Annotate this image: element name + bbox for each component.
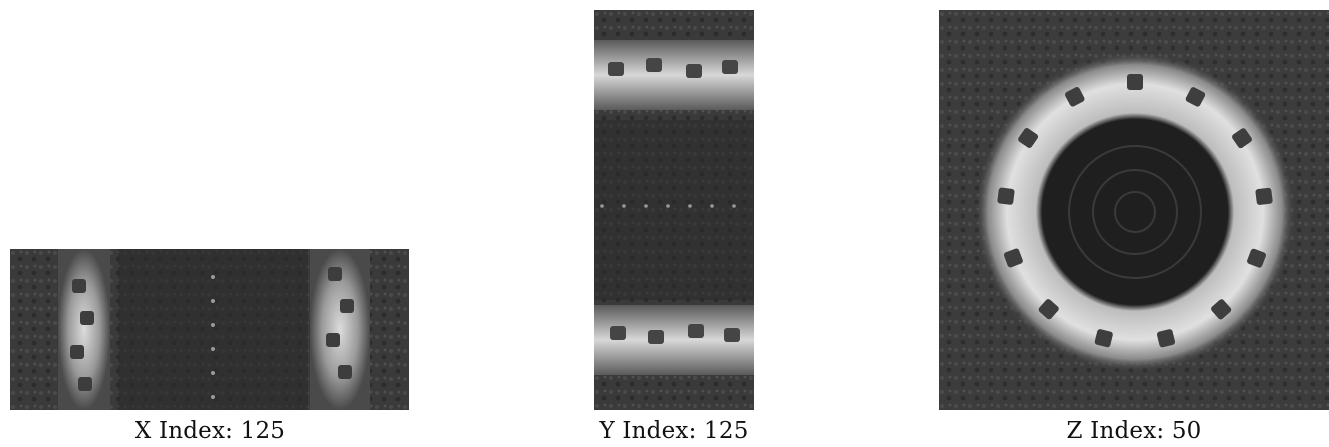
z-slice-image	[939, 10, 1329, 410]
y-index-caption: Y Index: 125	[599, 418, 749, 444]
y-slice-image	[594, 10, 754, 410]
x-slice-image	[10, 249, 409, 410]
x-index-caption: X Index: 125	[134, 418, 286, 444]
z-index-caption: Z Index: 50	[1066, 418, 1202, 444]
ring-subunits	[997, 74, 1273, 348]
